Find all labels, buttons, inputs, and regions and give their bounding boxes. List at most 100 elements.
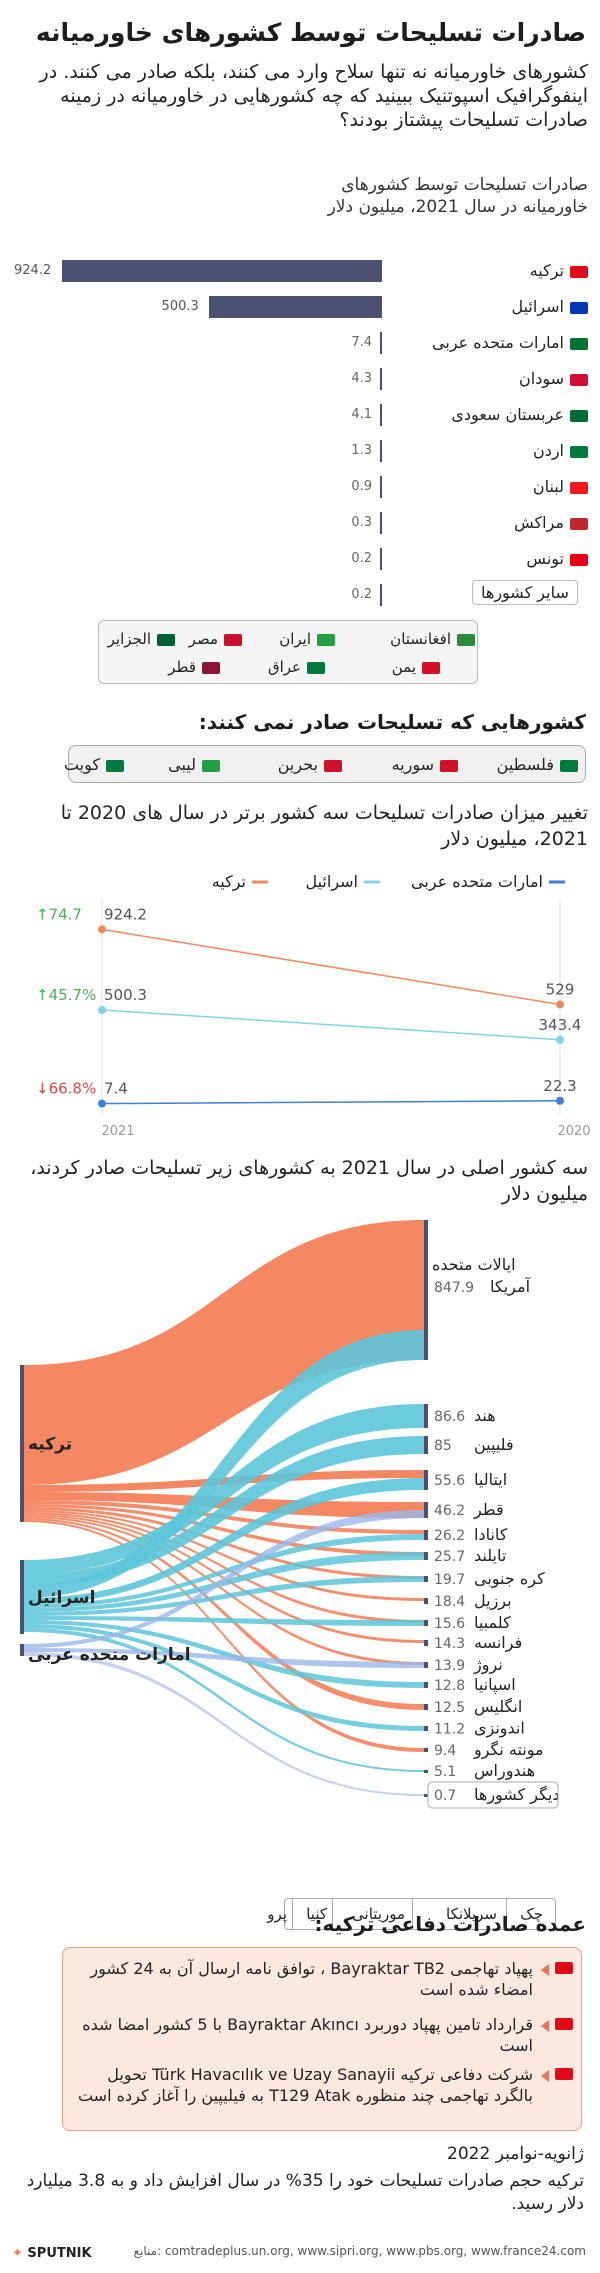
arrow-icon [541,2070,549,2082]
flow-band [24,1534,424,1608]
bar-category-label: ترکیه [530,261,588,280]
change-label: ↑45.7% [36,986,96,1004]
turkey-flag-icon [570,265,588,278]
bar [380,404,382,426]
no-export-title: کشورهایی که تسلیحات صادر نمی کنند: [198,710,586,734]
other-countries-box [427,1781,559,1809]
bar-category-label: لبنان [533,477,588,496]
facts-box: پهپاد تهاجمی Bayraktar TB2 ، توافق نامه … [62,1947,582,2131]
uae-flag-icon [570,337,588,350]
no-export-country: کویت [64,755,124,774]
data-label: 529 [546,980,575,998]
target-value: 12.8 [434,1678,465,1694]
flow-band [24,1520,424,1752]
no-export-country: بحرین [278,755,342,774]
bar-value-label: 7.4 [351,335,372,350]
no-export-country: فلسطین [497,755,578,774]
legend-label: ترکیه [212,872,246,892]
legend-country: عراق [268,658,325,676]
target-value: 55.6 [434,1473,465,1489]
no-export-country: لیبی [168,755,220,774]
target-node [424,1470,428,1490]
sources: منابع: comtradeplus.un.org, www.sipri.or… [133,2244,586,2258]
target-node [424,1662,428,1668]
target-node [424,1530,428,1540]
data-label: 343.4 [539,1016,582,1034]
target-value: 18.4 [434,1594,465,1610]
target-label: مونته نگرو [473,1740,544,1760]
target-value: 26.2 [434,1528,465,1544]
israel-flag-icon [570,301,588,314]
bar-value-label: 0.2 [351,551,372,566]
flow-band [24,1516,424,1665]
bar-value-label: 924.2 [14,263,52,278]
line-chart-title: تغییر میزان صادرات تسلیحات سه کشور برتر … [60,802,588,850]
bar-chart-title: صادرات تسلیحات توسط کشورهای خاورمیانه در… [327,175,588,217]
other-destinations-row: چک سریلانکا موریتانی کنیا پرو [267,1898,556,1930]
legend-country: مصر [189,630,242,648]
bar-value-label: 0.9 [351,479,372,494]
flow-band [24,1504,424,1556]
sputnik-star-icon: ✦ [12,2246,28,2261]
target-node [424,1598,428,1604]
target-label: ایالات متحده [432,1255,516,1274]
data-label: 7.4 [104,1080,128,1098]
target-value: 19.7 [434,1572,465,1588]
data-point [556,1096,564,1105]
target-value: 14.3 [434,1636,465,1652]
separator [332,1899,333,1929]
x-tick-label: 2020 [557,1124,590,1139]
series-line [101,1100,561,1105]
separator [506,1899,507,1929]
target-value: 5.1 [434,1764,456,1780]
target-node [424,1552,428,1560]
flag-icon [560,759,578,772]
legend-label: امارات متحده عربی [411,872,543,892]
bar-value-label: 4.1 [351,407,372,422]
flag-icon [457,633,475,646]
other-destination: موریتانی [352,1905,405,1923]
flow-band [24,1628,424,1772]
series-line [101,1009,561,1041]
flag-icon [317,633,335,646]
target-node [424,1726,428,1731]
flow-band [24,1624,424,1731]
bar [380,548,382,570]
target-node [424,1682,428,1688]
data-label: 500.3 [104,986,147,1004]
flag-icon [224,633,242,646]
target-label: کانادا [474,1525,508,1544]
flow-band [24,1518,424,1710]
other-destination: پرو [267,1905,287,1923]
turkey-flag-icon [555,2018,573,2030]
intro-text: کشورهای خاورمیانه نه تنها سلاح وارد می ک… [39,61,588,131]
sankey-title: سه کشور اصلی در سال 2021 به کشورهای زیر … [30,1157,588,1205]
date-range: ژانویه-نوامبر 2022 [447,2144,584,2164]
tunisia-flag-icon [570,553,588,566]
flag-icon [324,759,342,772]
flow-band [24,1620,424,1688]
flow-band [24,1220,424,1485]
bar-category-label: عربستان سعودی [451,405,588,424]
flag-icon [202,661,220,674]
flow-band [24,1330,424,1598]
other-destination: سریلانکا [446,1905,497,1923]
bar-category-label: سایر کشورها [472,580,578,605]
source-label: ترکیه [28,1435,72,1455]
bar-value-label: 0.2 [351,587,372,602]
data-point [98,925,106,934]
change-label: ↑74.7 [36,905,82,923]
source-node [20,1560,24,1634]
legend-label: اسرائیل [305,872,358,892]
target-label: کره جنوبی [474,1569,545,1589]
flow-band [24,1470,424,1492]
flow-band [24,1404,424,1574]
bar-value-label: 4.3 [351,371,372,386]
flow-band [24,1510,424,1648]
target-label: برزیل [474,1591,512,1611]
flag-icon [422,661,440,674]
bar [380,512,382,534]
target-value: 46.2 [434,1503,465,1519]
flow-band [24,1510,424,1601]
flow-band [24,1616,424,1626]
